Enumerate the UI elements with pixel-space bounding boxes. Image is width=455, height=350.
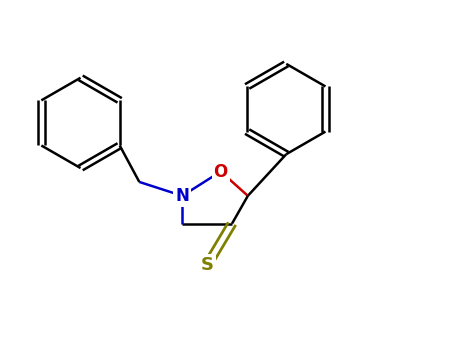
Text: O: O (213, 162, 228, 181)
Text: N: N (175, 187, 189, 205)
Text: S: S (201, 256, 214, 274)
